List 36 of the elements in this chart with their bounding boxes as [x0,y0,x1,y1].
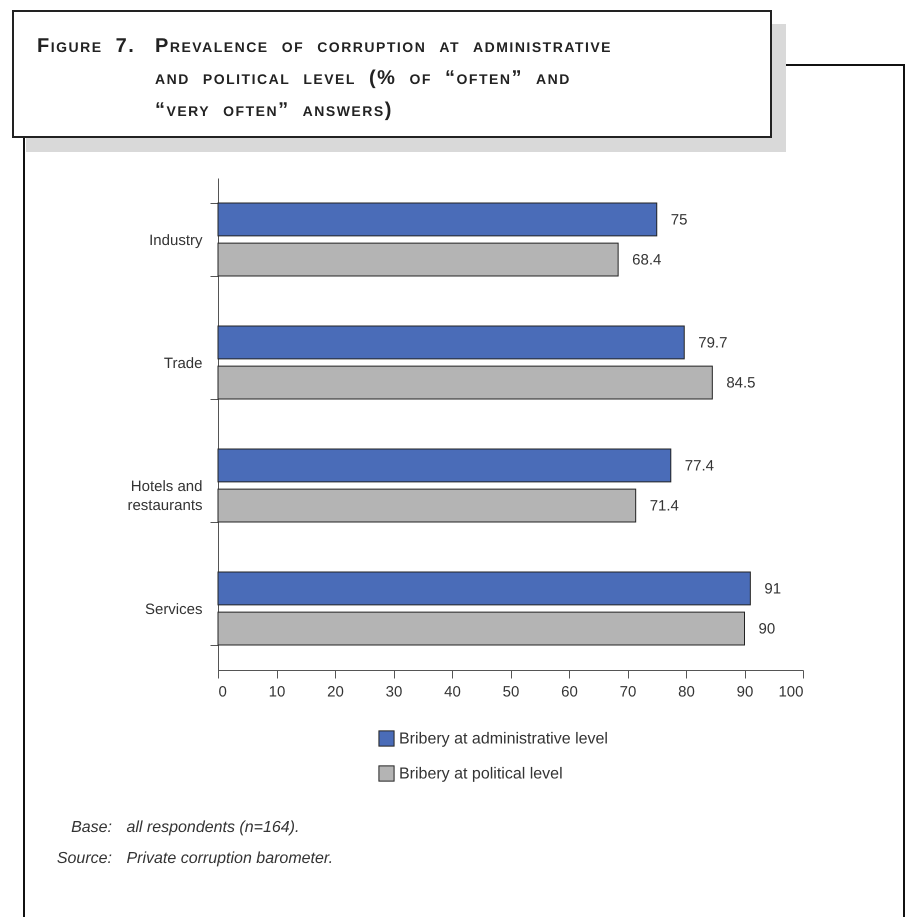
x-tick-label: 0 [218,684,227,700]
text: Base: all respondents (n=164). [70,818,300,838]
data-label: 79.7 [698,334,728,352]
bar [218,326,685,360]
x-tick-label: 60 [561,684,578,700]
y-tick-label: Industry [149,232,203,249]
data-label: 90 [758,620,776,638]
bar [218,202,658,236]
data-label: 75 [670,211,688,228]
data-label: 77.4 [684,457,714,474]
bar [218,366,713,400]
x-tick-label: 80 [678,684,695,700]
x-tick-label: 100 [778,684,804,700]
x-tick-label: 20 [327,684,344,700]
legend-label: Bribery at political level [399,766,563,782]
bar [218,448,672,482]
data-label: 68.4 [632,252,662,269]
chart-title: Figure 7. Prevalence of corruption at administrative and political level (% of “often” and “very often” answers) [37,34,614,123]
x-tick-label: 90 [736,684,754,700]
data-label: 71.4 [650,498,679,515]
x-tick-label: 50 [502,684,520,700]
y-tick-label: Trade [164,355,202,372]
bar [218,242,619,276]
x-tick-label: 70 [620,684,636,700]
bar [218,488,636,522]
bar [218,572,751,606]
legend-label: Bribery at administrative level [399,730,608,748]
bar [218,612,745,646]
x-tick-label: 10 [268,684,286,700]
source-note: Source: Private corruption barometer. [56,849,334,869]
data-label: 84.5 [726,374,756,392]
y-tick-label: Hotels and restaurants [127,478,202,514]
data-label: 91 [764,580,782,598]
x-tick-label: 30 [386,684,402,700]
x-tick-label: 40 [444,684,461,700]
y-tick-label: Services [144,601,202,618]
